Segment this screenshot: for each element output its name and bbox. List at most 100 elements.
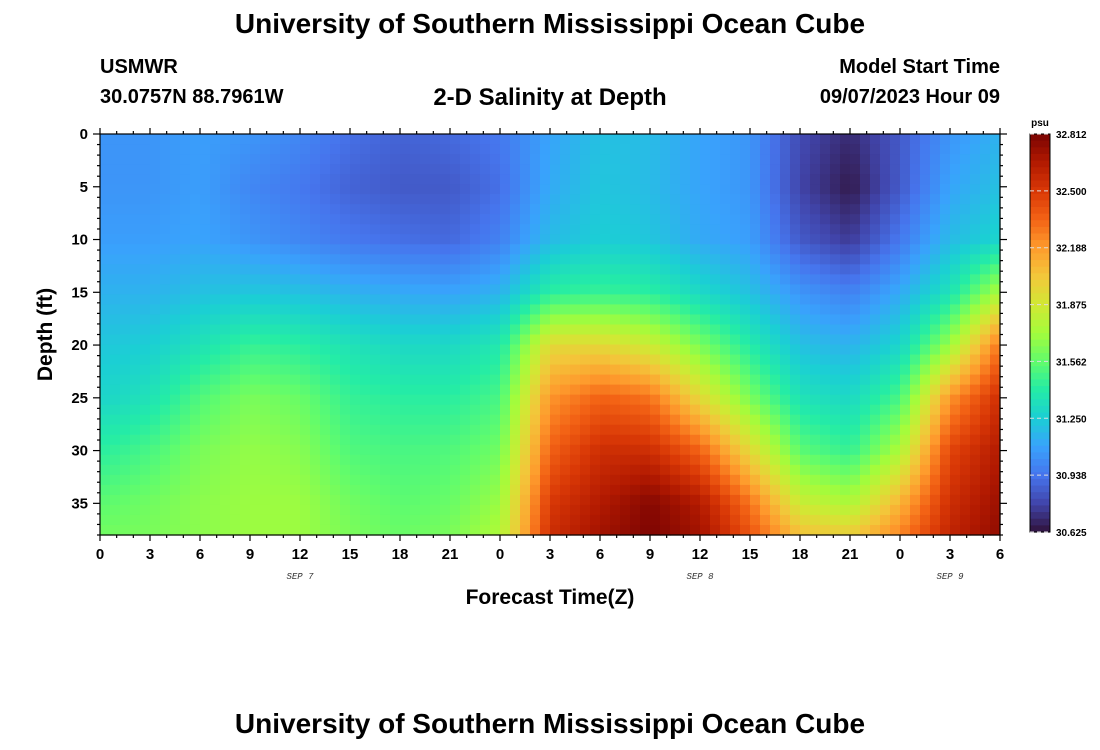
heatmap-cell [860, 134, 871, 145]
heatmap-cell [940, 394, 951, 406]
heatmap-cell [520, 284, 531, 296]
heatmap-cell [870, 524, 881, 536]
heatmap-cell [880, 254, 891, 265]
heatmap-cell [370, 344, 381, 356]
heatmap-cell [570, 524, 581, 536]
heatmap-cell [210, 484, 221, 496]
heatmap-cell [760, 284, 771, 296]
heatmap-cell [400, 384, 411, 396]
heatmap-cell [220, 394, 231, 406]
heatmap-cell [960, 214, 971, 225]
heatmap-cell [510, 264, 521, 275]
heatmap-cell [830, 484, 841, 496]
heatmap-cell [580, 204, 591, 215]
heatmap-cell [550, 454, 561, 466]
heatmap-cell [680, 274, 691, 285]
heatmap-cell [770, 424, 781, 436]
heatmap-cell [990, 324, 1001, 336]
heatmap-cell [100, 524, 111, 536]
heatmap-cell [100, 314, 111, 326]
heatmap-cell [570, 184, 581, 195]
heatmap-cell [960, 234, 971, 245]
heatmap-cell [540, 214, 551, 225]
heatmap-cell [950, 244, 961, 255]
heatmap-cell [370, 184, 381, 195]
heatmap-cell [770, 394, 781, 406]
heatmap-cell [780, 494, 791, 506]
heatmap-cell [980, 504, 991, 516]
heatmap-cell [530, 324, 541, 336]
heatmap-cell [370, 384, 381, 396]
heatmap-cell [680, 234, 691, 245]
heatmap-cell [570, 464, 581, 476]
heatmap-cell [120, 454, 131, 466]
heatmap-cell [850, 424, 861, 436]
heatmap-cell [890, 384, 901, 396]
heatmap-cell [100, 154, 111, 165]
heatmap-cell [930, 174, 941, 185]
heatmap-cell [290, 364, 301, 376]
heatmap-cell [860, 424, 871, 436]
heatmap-cell [590, 364, 601, 376]
heatmap-cell [770, 324, 781, 336]
heatmap-cell [920, 144, 931, 155]
heatmap-cell [190, 294, 201, 306]
heatmap-cell [750, 324, 761, 336]
heatmap-cell [430, 284, 441, 296]
heatmap-cell [820, 524, 831, 536]
heatmap-cell [440, 454, 451, 466]
heatmap-cell [980, 524, 991, 536]
heatmap-cell [360, 404, 371, 416]
heatmap-cell [750, 204, 761, 215]
heatmap-cell [690, 444, 701, 456]
heatmap-cell [500, 194, 511, 205]
heatmap-cell [720, 324, 731, 336]
heatmap-cell [530, 314, 541, 326]
heatmap-cell [580, 444, 591, 456]
heatmap-cell [720, 134, 731, 145]
heatmap-cell [130, 274, 141, 285]
heatmap-cell [690, 314, 701, 326]
heatmap-cell [440, 144, 451, 155]
heatmap-cell [980, 394, 991, 406]
heatmap-cell [430, 414, 441, 426]
heatmap-cell [320, 214, 331, 225]
heatmap-cell [920, 254, 931, 265]
heatmap-cell [320, 504, 331, 516]
heatmap-cell [920, 154, 931, 165]
heatmap-cell [880, 234, 891, 245]
heatmap-cell [860, 384, 871, 396]
heatmap-cell [620, 414, 631, 426]
heatmap-cell [920, 214, 931, 225]
heatmap-cell [300, 254, 311, 265]
heatmap-cell [800, 394, 811, 406]
heatmap-cell [290, 504, 301, 516]
heatmap-cell [100, 394, 111, 406]
heatmap-cell [150, 234, 161, 245]
heatmap-cell [990, 204, 1001, 215]
heatmap-cell [260, 164, 271, 175]
heatmap-cell [970, 474, 981, 486]
heatmap-cell [760, 454, 771, 466]
heatmap-cell [320, 324, 331, 336]
heatmap-cell [660, 424, 671, 436]
heatmap-cell [360, 474, 371, 486]
heatmap-cell [390, 444, 401, 456]
heatmap-cell [790, 454, 801, 466]
heatmap-cell [820, 194, 831, 205]
heatmap-cell [900, 194, 911, 205]
heatmap-cell [480, 434, 491, 446]
heatmap-cell [220, 344, 231, 356]
heatmap-cell [530, 154, 541, 165]
heatmap-cell [160, 444, 171, 456]
heatmap-cell [510, 394, 521, 406]
heatmap-cell [250, 494, 261, 506]
heatmap-cell [180, 454, 191, 466]
heatmap-cell [550, 264, 561, 275]
heatmap-cell [800, 264, 811, 275]
heatmap-cell [520, 504, 531, 516]
heatmap-cell [380, 214, 391, 225]
heatmap-cell [800, 364, 811, 376]
heatmap-cell [770, 154, 781, 165]
heatmap-cell [640, 154, 651, 165]
